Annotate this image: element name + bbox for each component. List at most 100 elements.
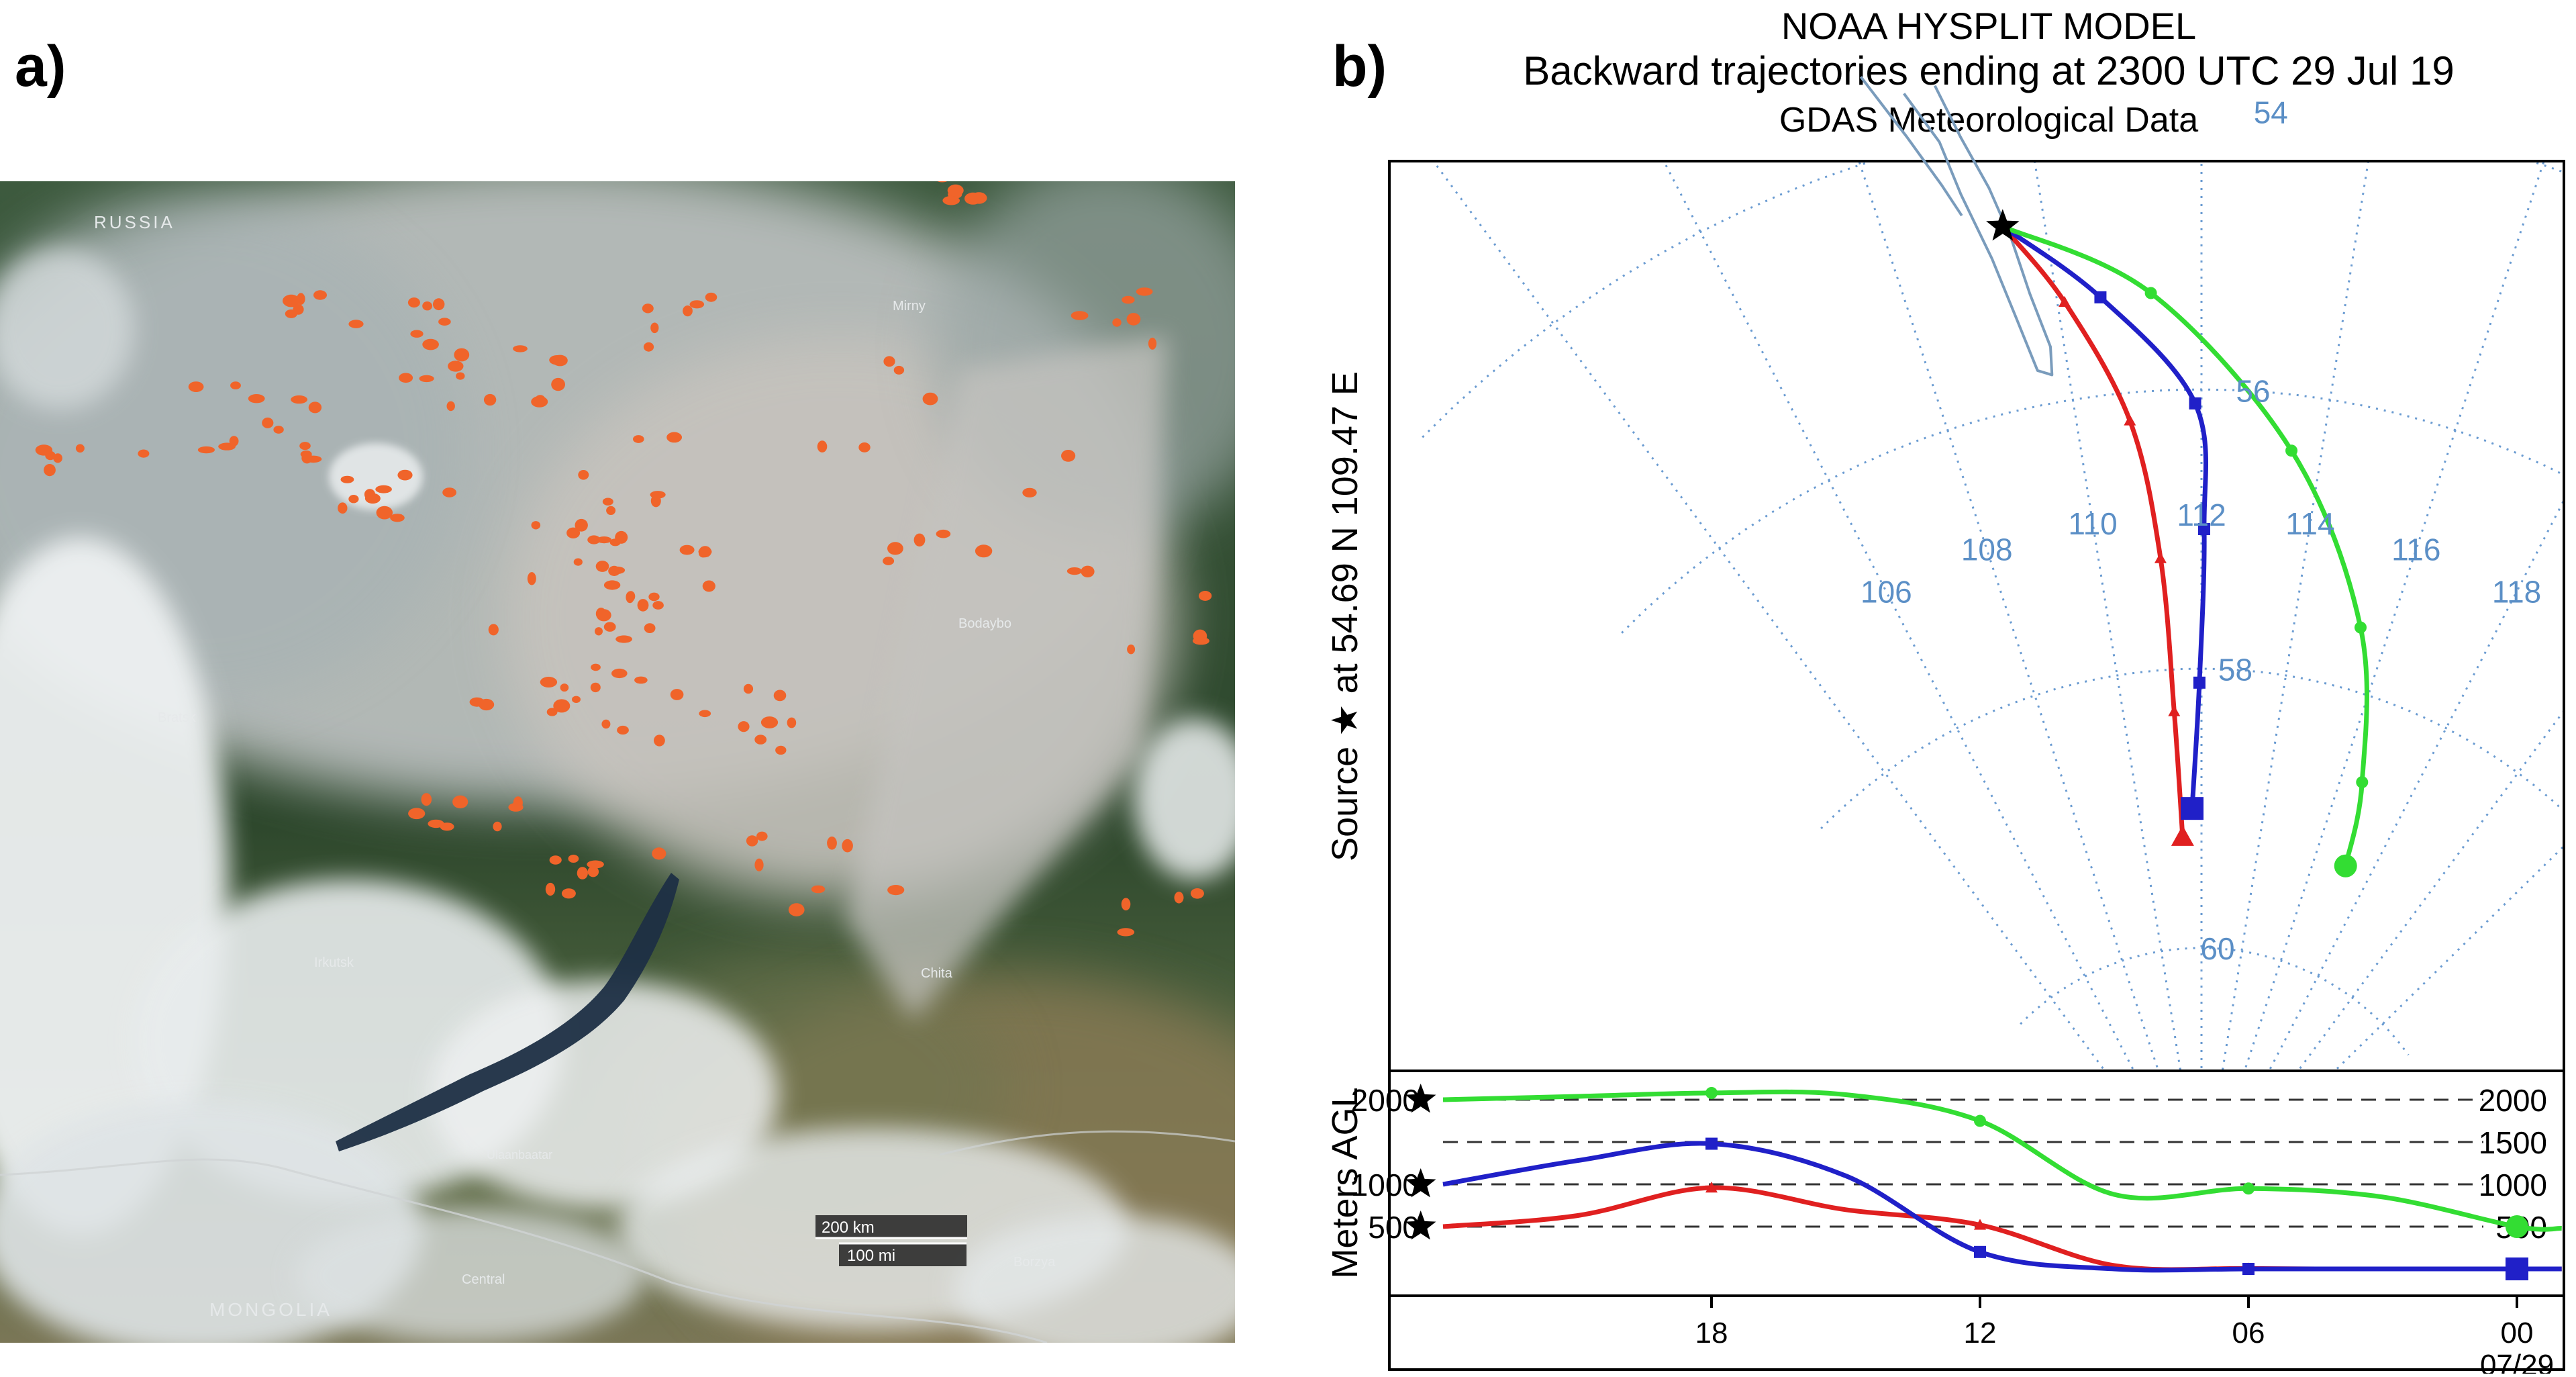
fire-hotspot bbox=[551, 377, 565, 391]
fire-hotspot bbox=[399, 373, 413, 383]
fire-hotspot bbox=[305, 455, 322, 463]
circle-marker bbox=[2355, 621, 2367, 634]
fire-hotspot bbox=[591, 663, 601, 671]
fire-hotspot bbox=[738, 721, 750, 732]
fire-hotspot bbox=[375, 485, 392, 493]
height-tick-right: 1500 bbox=[2479, 1125, 2547, 1160]
label-chita: Chita bbox=[921, 966, 953, 981]
fire-hotspot bbox=[422, 338, 439, 350]
time-tick-label: 06 bbox=[2232, 1317, 2265, 1349]
panel-label-b: b) bbox=[1332, 34, 1387, 99]
fire-hotspot bbox=[397, 469, 413, 481]
height-trajectory-line bbox=[1442, 1089, 2562, 1232]
fire-hotspot bbox=[410, 330, 424, 338]
fire-hotspot bbox=[573, 558, 583, 566]
circle-marker bbox=[2242, 1182, 2255, 1195]
fire-hotspot bbox=[597, 536, 612, 544]
height-grid: 200010005002000150010005001812060007/29 bbox=[1351, 1083, 2554, 1377]
fire-hotspot bbox=[248, 394, 265, 403]
circle-marker bbox=[2334, 854, 2357, 877]
fire-hotspot bbox=[340, 475, 354, 483]
fire-hotspot bbox=[1061, 450, 1076, 462]
fire-hotspot bbox=[1126, 313, 1141, 326]
fire-hotspot bbox=[615, 635, 632, 643]
square-marker bbox=[2189, 397, 2201, 410]
fire-hotspot bbox=[446, 401, 455, 412]
fire-hotspot bbox=[546, 708, 558, 716]
longitude-label: 114 bbox=[2285, 506, 2334, 541]
fire-hotspot bbox=[390, 514, 405, 522]
longitude-line bbox=[1663, 162, 2134, 1070]
fire-hotspot bbox=[689, 300, 705, 309]
circle-marker bbox=[2144, 287, 2157, 299]
fire-hotspot bbox=[308, 401, 322, 414]
fire-hotspot bbox=[754, 858, 764, 871]
latitude-label: 58 bbox=[2218, 653, 2252, 687]
longitude-label: 106 bbox=[1861, 574, 1912, 609]
fire-hotspot bbox=[817, 440, 828, 453]
satellite-image: RUSSIA Mirny Bodaybo Bratsk Irkutsk Chit… bbox=[0, 161, 1342, 1377]
fire-hotspot bbox=[936, 529, 951, 538]
fire-hotspot bbox=[650, 494, 661, 508]
map-grid bbox=[1422, 162, 2563, 1070]
latitude-line bbox=[1621, 388, 2563, 634]
source-star-marker bbox=[1405, 1210, 1436, 1240]
fire-hotspot bbox=[545, 882, 556, 896]
longitude-label: 116 bbox=[2391, 532, 2440, 567]
fire-hotspot bbox=[428, 819, 444, 828]
fire-hotspot bbox=[883, 557, 895, 565]
fire-hotspot bbox=[887, 542, 903, 555]
fire-hotspot bbox=[683, 305, 693, 317]
label-russia: RUSSIA bbox=[94, 212, 175, 232]
fire-hotspot bbox=[552, 354, 568, 367]
chart-subtitle-2: GDAS Meteorological Data bbox=[1779, 101, 2198, 140]
fire-hotspot bbox=[650, 322, 659, 334]
latitude-line bbox=[2020, 947, 2410, 1056]
fire-hotspot bbox=[527, 572, 536, 585]
fire-hotspot bbox=[1148, 337, 1157, 350]
fire-hotspot bbox=[1081, 565, 1095, 577]
height-trajectories bbox=[1405, 1084, 2562, 1280]
label-borzya: Borzya bbox=[1013, 1255, 1056, 1270]
fire-hotspot bbox=[648, 592, 660, 602]
fire-hotspot bbox=[1136, 287, 1153, 296]
label-mirny: Mirny bbox=[893, 299, 926, 314]
fire-hotspot bbox=[483, 393, 497, 406]
fire-hotspot bbox=[572, 696, 581, 703]
label-ulaanbaatar: Ulaanbaatar bbox=[487, 1148, 552, 1161]
square-marker bbox=[2181, 797, 2204, 820]
fire-hotspot bbox=[699, 549, 708, 558]
longitude-line bbox=[1858, 162, 2159, 1070]
fire-hotspot bbox=[1121, 898, 1131, 911]
longitude-line bbox=[2034, 162, 2181, 1070]
fire-hotspot bbox=[887, 885, 905, 896]
fire-hotspot bbox=[376, 506, 393, 520]
fire-hotspot bbox=[644, 623, 656, 633]
map-frame bbox=[1388, 160, 2565, 1072]
fire-hotspot bbox=[827, 837, 837, 850]
fire-hotspot bbox=[922, 392, 938, 406]
latitude-label: 60 bbox=[2200, 931, 2234, 966]
triangle-marker bbox=[2124, 414, 2136, 426]
fire-hotspot bbox=[448, 361, 464, 372]
fire-hotspot bbox=[348, 495, 359, 504]
fire-hotspot bbox=[454, 348, 470, 362]
fire-hotspot bbox=[947, 184, 964, 197]
fire-hotspot bbox=[811, 885, 826, 894]
triangle-marker bbox=[2168, 705, 2181, 716]
label-mongolia: MONGOLIA bbox=[209, 1299, 332, 1320]
circle-marker bbox=[2506, 1215, 2528, 1239]
fire-hotspot bbox=[1071, 311, 1089, 320]
fire-hotspot bbox=[746, 835, 758, 847]
longitude-label: 108 bbox=[1961, 532, 2013, 567]
fire-hotspot bbox=[883, 356, 895, 367]
fire-hotspot bbox=[1117, 928, 1135, 937]
scale-bar-mi: 100 mi bbox=[847, 1247, 895, 1265]
chart-title: NOAA HYSPLIT MODEL bbox=[1781, 5, 2196, 47]
longitude-line bbox=[2244, 162, 2545, 1070]
fire-hotspot bbox=[603, 622, 616, 632]
fire-hotspot bbox=[407, 297, 420, 308]
fire-hotspot bbox=[670, 689, 684, 700]
height-tick-right: 1000 bbox=[2479, 1168, 2547, 1202]
height-tick-right: 2000 bbox=[2479, 1083, 2547, 1118]
